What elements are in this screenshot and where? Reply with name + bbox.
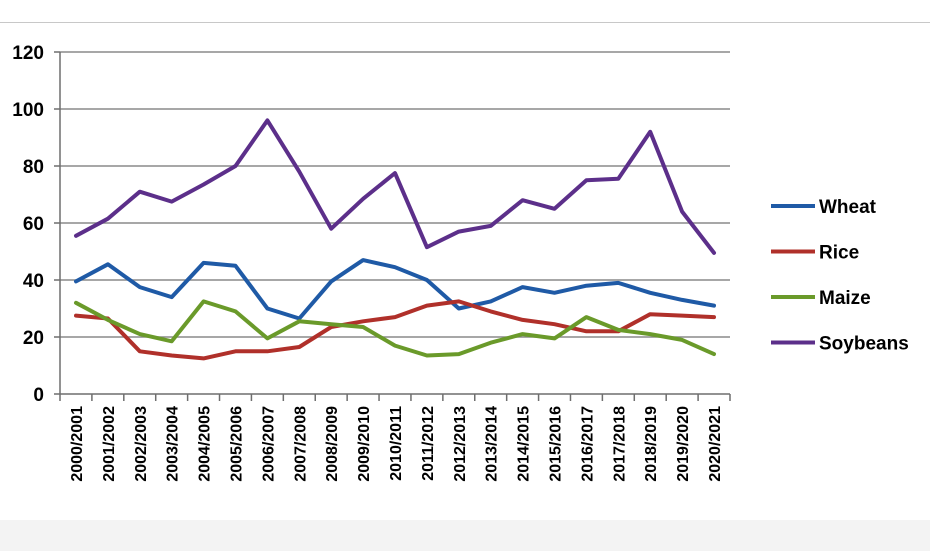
x-tick-label: 2020/2021 [707,406,724,482]
x-tick-label: 2000/2001 [69,406,86,482]
x-tick-label: 2011/2012 [420,406,437,481]
y-tick-label: 120 [12,43,44,64]
x-tick-label: 2006/2007 [260,406,277,482]
x-tick-labels: 2000/2001 2001/2002 2002/2003 2003/2004 2004… [69,406,724,482]
legend-label-maize: Maize [819,288,871,309]
x-tick-label: 2002/2003 [133,406,150,482]
x-tick-label: 2008/2009 [324,406,341,482]
x-tick-label: 2014/2015 [516,406,533,482]
y-tick-labels: 0 20 40 60 80 100 120 [12,43,44,406]
series-lines [74,118,716,361]
x-tick-label: 2016/2017 [579,406,596,482]
series-line-soybeans [74,118,716,255]
top-divider [0,22,930,23]
bottom-band [0,520,930,551]
series-line-maize [74,299,716,358]
series-line-wheat [74,258,716,321]
legend-label-soybeans: Soybeans [819,334,909,355]
series-line-rice [74,299,716,361]
x-tick-label: 2015/2016 [548,406,565,482]
x-tick-label: 2005/2006 [228,406,245,482]
y-tick-label: 0 [33,385,44,406]
x-tick-label: 2009/2010 [356,406,373,482]
legend-label-wheat: Wheat [819,197,877,218]
y-tick-label: 100 [12,100,44,121]
y-tick-label: 60 [23,214,44,235]
x-tick-label: 2010/2011 [388,406,405,481]
x-tick-label: 2012/2013 [452,406,469,482]
x-tick-label: 2007/2008 [292,406,309,482]
axes [54,51,731,401]
x-tick-label: 2013/2014 [484,406,501,482]
x-tick-label: 2017/2018 [611,406,628,482]
gridlines [60,51,730,338]
x-tick-label: 2019/2020 [675,406,692,482]
y-tick-label: 40 [23,271,44,292]
legend: Wheat Rice Maize Soybeans [771,197,909,355]
x-tick-label: 2003/2004 [165,406,182,482]
y-tick-label: 20 [23,328,44,349]
y-tick-label: 80 [23,157,44,178]
legend-label-rice: Rice [819,243,859,264]
x-tick-label: 2018/2019 [643,406,660,482]
x-tick-label: 2001/2002 [101,406,118,482]
line-chart: 0 20 40 60 80 100 120 2000/2001 2001/2002 2002/2… [12,43,909,482]
x-tick-label: 2004/2005 [197,406,214,482]
